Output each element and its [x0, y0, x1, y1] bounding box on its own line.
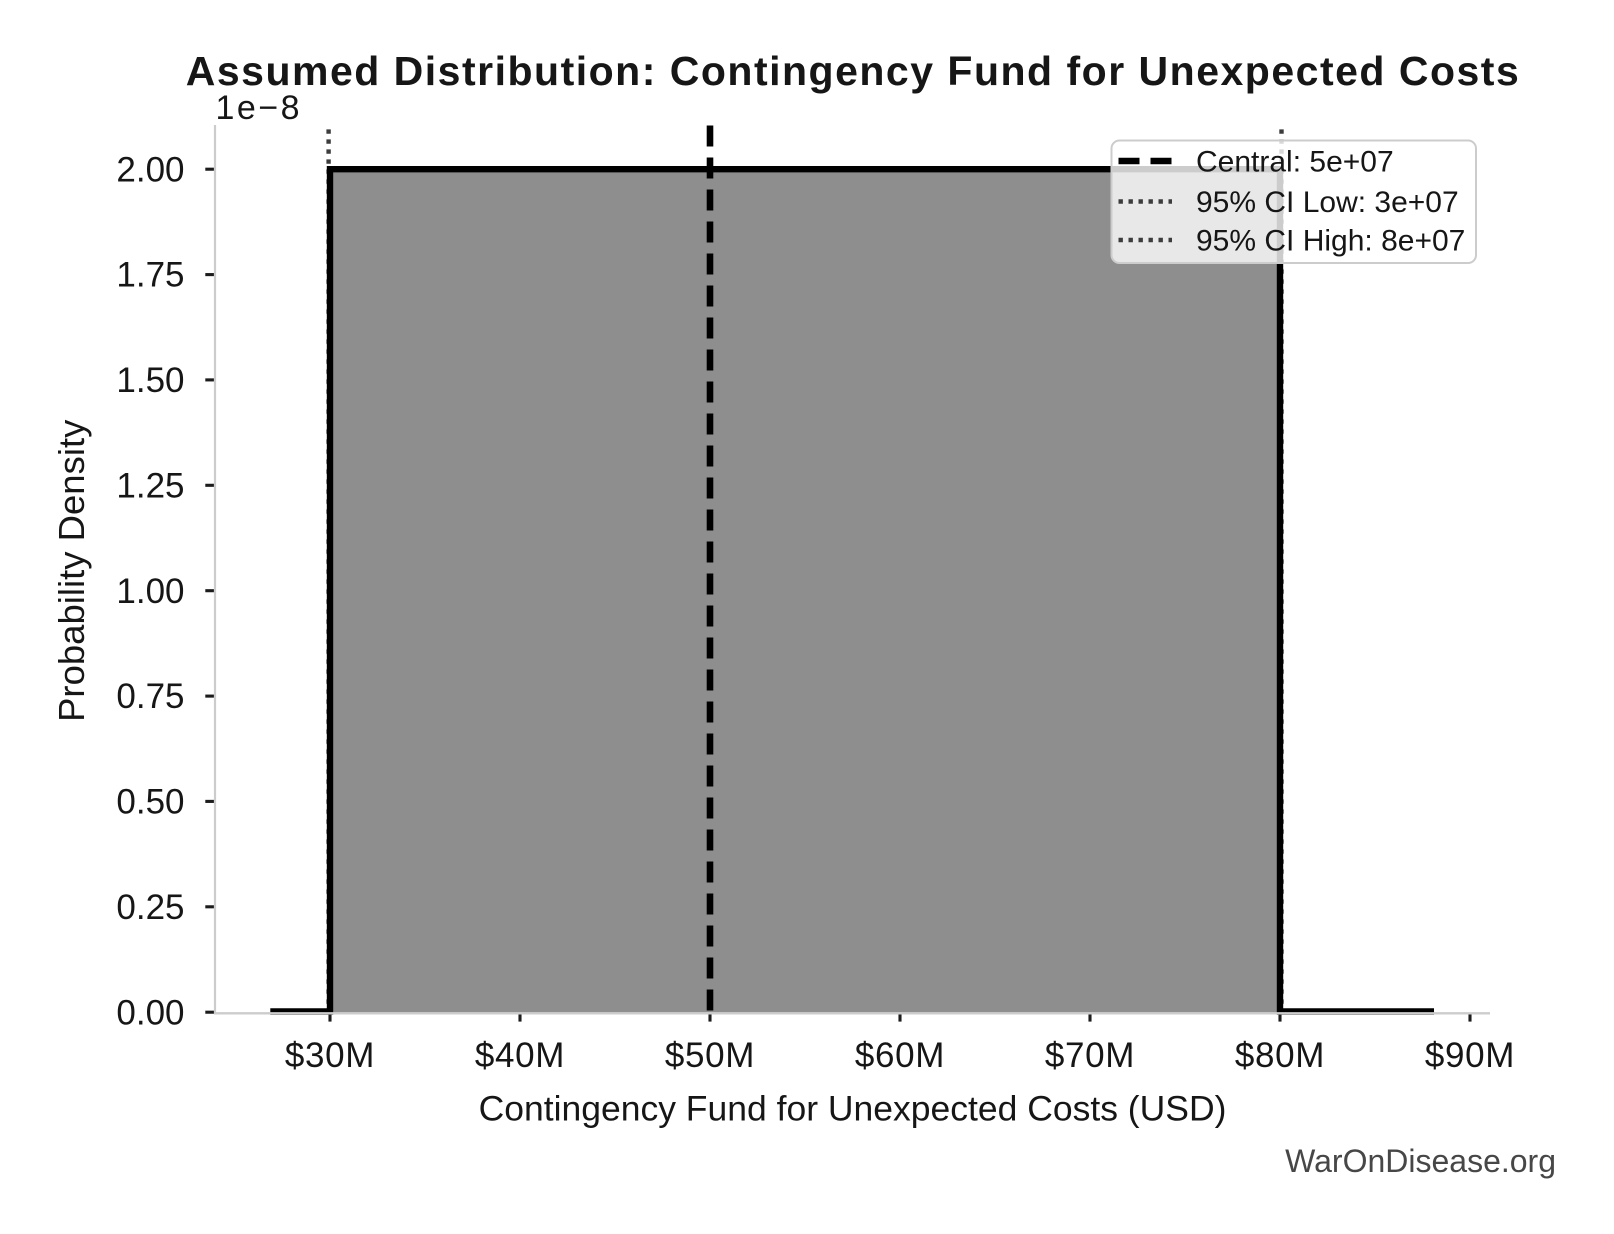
svg-text:Central: 5e+07: Central: 5e+07	[1196, 146, 1394, 179]
svg-text:$60M: $60M	[855, 1036, 945, 1075]
svg-text:0.25: 0.25	[116, 888, 184, 927]
svg-text:2.00: 2.00	[116, 150, 184, 189]
svg-text:$70M: $70M	[1045, 1036, 1135, 1075]
svg-text:0.00: 0.00	[116, 993, 184, 1032]
svg-text:95% CI Low: 3e+07: 95% CI Low: 3e+07	[1196, 186, 1459, 219]
svg-text:0.50: 0.50	[116, 783, 184, 822]
svg-text:Probability Density: Probability Density	[51, 419, 92, 722]
svg-text:$80M: $80M	[1235, 1036, 1325, 1075]
svg-text:$40M: $40M	[475, 1036, 565, 1075]
svg-text:95% CI High: 8e+07: 95% CI High: 8e+07	[1196, 225, 1465, 258]
svg-text:Assumed Distribution: Continge: Assumed Distribution: Contingency Fund f…	[186, 48, 1521, 94]
svg-text:$30M: $30M	[285, 1036, 375, 1075]
svg-text:1.25: 1.25	[116, 466, 184, 505]
svg-text:$50M: $50M	[665, 1036, 755, 1075]
svg-text:1.75: 1.75	[116, 256, 184, 295]
svg-text:1.00: 1.00	[116, 572, 184, 611]
svg-text:1.50: 1.50	[116, 361, 184, 400]
svg-text:0.75: 0.75	[116, 677, 184, 716]
svg-text:Contingency Fund for Unexpecte: Contingency Fund for Unexpected Costs (U…	[479, 1089, 1227, 1129]
svg-text:$90M: $90M	[1425, 1036, 1515, 1075]
svg-text:WarOnDisease.org: WarOnDisease.org	[1285, 1143, 1556, 1179]
svg-text:1e−8: 1e−8	[216, 89, 303, 127]
